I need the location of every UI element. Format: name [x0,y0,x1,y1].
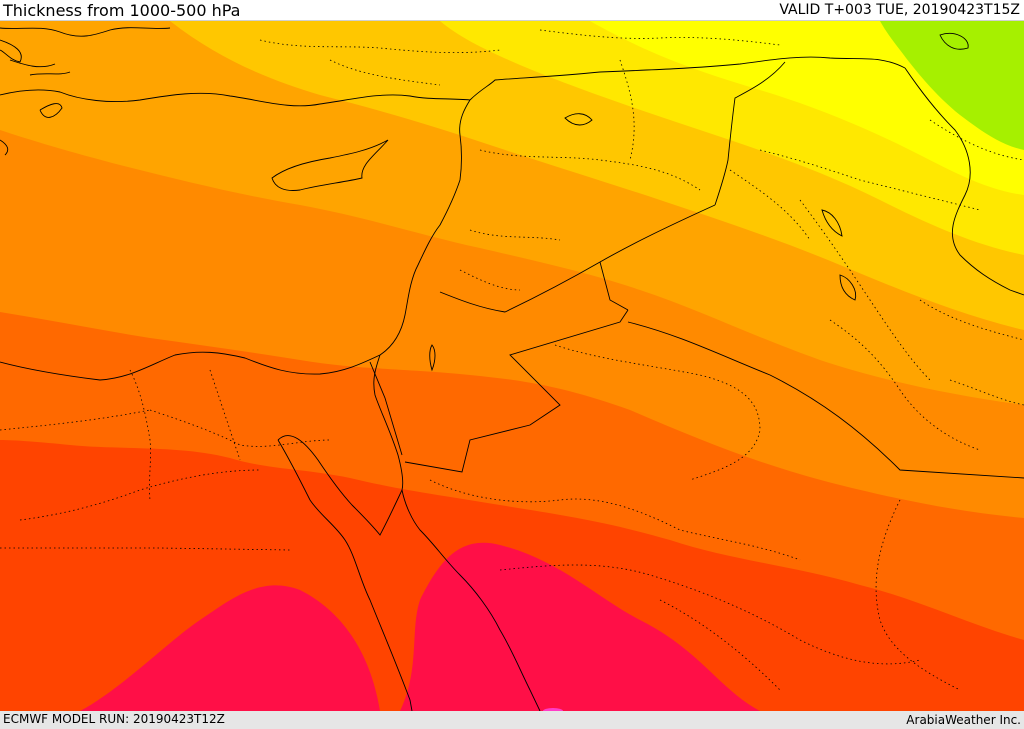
border-iraq-saudi [627,321,1024,479]
boundary-iraq-4 [729,169,811,241]
lake-razzaza [839,274,857,301]
valid-time-label: VALID T+003 TUE, 20190423T15Z [779,2,1020,18]
coastlines [0,27,1024,711]
boundary-iraq-2 [799,199,931,381]
border-iraq-jordan [599,261,629,311]
boundary-syria-2 [469,229,561,241]
coast-turkey [0,89,471,107]
coast-levant [379,99,471,356]
boundary-iran-2 [919,299,1024,341]
internal-boundaries [0,29,1024,691]
boundary-saudi-5 [875,499,961,691]
boundary-jordan-internal [459,269,521,291]
border-iraq-iran [904,67,1024,296]
cyprus [271,139,389,191]
coast-aqaba [401,489,541,711]
boundary-saudi-4 [659,599,781,691]
header-bar: Thickness from 1000-500 hPa VALID T+003 … [0,0,1024,21]
coast-redsea-west [277,439,413,711]
boundary-iraq-1 [759,149,981,211]
footer-bar: ECMWF MODEL RUN: 20190423T12Z ArabiaWeat… [0,711,1024,729]
boundary-syria-3 [619,59,635,161]
coast-aegean-turkey [0,27,171,37]
boundary-saudi-2 [429,479,801,561]
lake-top-right [939,33,969,50]
islands-aegean [0,39,71,156]
boundary-egypt-regions-2 [19,469,261,521]
boundary-iraq-3 [829,319,981,451]
border-syria-turkey [469,56,906,101]
boundary-saudi-3 [499,564,921,665]
border-syria-jordan [439,204,716,313]
boundary-saudi-1 [554,344,761,481]
band-greenyellow [880,21,1024,150]
boundary-turkey-2 [539,29,781,46]
lake-tharthar [821,209,843,237]
lake-assad [564,113,593,126]
coast-north-africa [0,351,381,381]
coast-suez [373,354,404,491]
band-magenta-spot [543,708,563,711]
boundary-iran-3 [949,379,1024,406]
map-title: Thickness from 1000-500 hPa [3,1,241,20]
border-syria-iraq [714,61,786,206]
border-egypt-israel [369,361,403,456]
dead-sea [429,344,436,372]
border-jordan-saudi [404,309,629,473]
thickness-map [0,21,1024,711]
boundary-egypt-regions-4 [209,369,241,461]
credit-label: ArabiaWeather Inc. [906,713,1021,727]
boundary-egypt-regions-3 [129,369,151,501]
coast-sinai [277,435,403,536]
model-run-label: ECMWF MODEL RUN: 20190423T12Z [3,712,225,726]
